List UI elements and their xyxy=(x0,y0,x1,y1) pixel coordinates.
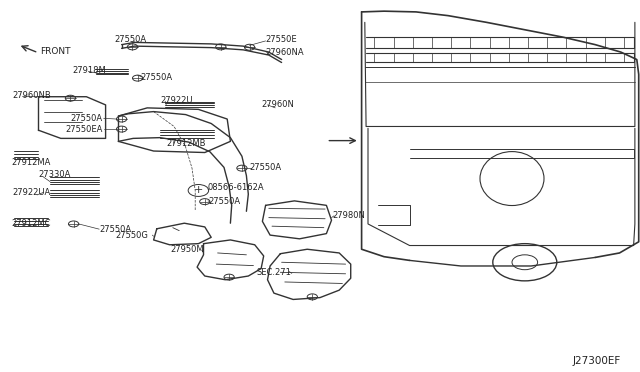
Text: SEC.271: SEC.271 xyxy=(257,268,292,277)
Text: 27330A: 27330A xyxy=(38,170,71,179)
Text: 27918M: 27918M xyxy=(72,66,106,75)
Text: 27980N: 27980N xyxy=(333,211,365,219)
Text: 27922UA: 27922UA xyxy=(13,188,51,197)
Text: 08566-6162A: 08566-6162A xyxy=(208,183,264,192)
Text: 27550A: 27550A xyxy=(99,225,131,234)
Text: 27550EA: 27550EA xyxy=(65,125,102,134)
Text: 27550A: 27550A xyxy=(250,163,282,172)
Text: FRONT: FRONT xyxy=(40,47,71,56)
Text: +: + xyxy=(194,186,203,195)
Text: 27550A: 27550A xyxy=(114,35,146,44)
Text: 27960NB: 27960NB xyxy=(13,92,52,100)
Text: 27960N: 27960N xyxy=(261,100,294,109)
Text: 27550G: 27550G xyxy=(116,231,148,240)
Text: J27300EF: J27300EF xyxy=(573,356,621,366)
Text: 27912MB: 27912MB xyxy=(166,139,206,148)
Text: 27550A: 27550A xyxy=(208,197,240,206)
Text: 27550A: 27550A xyxy=(70,114,102,123)
Text: 27960NA: 27960NA xyxy=(266,48,304,57)
Text: 27950M: 27950M xyxy=(170,246,204,254)
Text: 27912MC: 27912MC xyxy=(12,219,51,228)
Text: 27922U: 27922U xyxy=(160,96,193,105)
Text: 27550E: 27550E xyxy=(266,35,297,44)
Text: 27550A: 27550A xyxy=(141,73,173,81)
Text: 27912MA: 27912MA xyxy=(12,158,51,167)
